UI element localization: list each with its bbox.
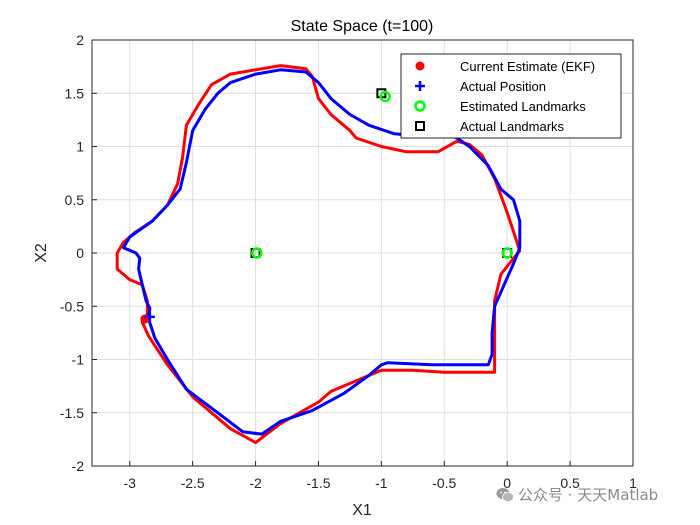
legend-marker-open-square bbox=[415, 121, 425, 131]
legend-entry-actual-position: Actual Position bbox=[415, 79, 546, 94]
x-tick-label: -3 bbox=[124, 475, 137, 491]
y-tick-label: 1 bbox=[76, 139, 84, 155]
y-tick-label: -0.5 bbox=[60, 298, 84, 314]
y-tick-label: -1 bbox=[72, 352, 85, 368]
x-tick-label: -2 bbox=[249, 475, 262, 491]
y-axis-label: X2 bbox=[33, 243, 50, 263]
actual-position-marker bbox=[144, 311, 155, 322]
x-tick-label: -0.5 bbox=[432, 475, 456, 491]
y-tick-label: 0.5 bbox=[65, 192, 85, 208]
watermark: 公众号 · 天天Matlab bbox=[496, 484, 658, 505]
x-tick-label: -1 bbox=[375, 475, 388, 491]
legend-label: Actual Position bbox=[460, 79, 546, 94]
y-tick-label: 0 bbox=[76, 245, 84, 261]
legend-entry-current-estimate: Current Estimate (EKF) bbox=[415, 59, 595, 74]
x-tick-label: 0.5 bbox=[560, 475, 580, 491]
watermark-text: 公众号 · 天天Matlab bbox=[518, 486, 659, 504]
legend-label: Actual Landmarks bbox=[460, 119, 565, 134]
ticks: -3 -2.5 -2 -1.5 -1 -0.5 0 0.5 1 -2 -1.5 -1 -0.5 0 0.5 1… bbox=[60, 32, 637, 491]
y-tick-label: 2 bbox=[76, 32, 84, 48]
legend-label: Estimated Landmarks bbox=[460, 99, 586, 114]
x-tick-label: -1.5 bbox=[306, 475, 330, 491]
legend-box bbox=[400, 53, 622, 139]
estimated-landmark-marker bbox=[501, 247, 513, 259]
x-tick-label: 0 bbox=[503, 475, 511, 491]
chart-title: State Space (t=100) bbox=[291, 18, 434, 35]
legend-entry-actual-landmarks: Actual Landmarks bbox=[415, 119, 565, 134]
wechat-bubble-icon bbox=[496, 487, 514, 502]
y-tick-label: -1.5 bbox=[60, 405, 84, 421]
legend-marker-open-circle bbox=[414, 100, 426, 112]
x-axis-label: X1 bbox=[352, 502, 372, 519]
x-tick-label: -2.5 bbox=[181, 475, 205, 491]
legend-entry-estimated-landmarks: Estimated Landmarks bbox=[414, 99, 586, 114]
legend-marker-plus bbox=[415, 81, 425, 91]
legend-label: Current Estimate (EKF) bbox=[460, 59, 595, 74]
markers-layer bbox=[140, 88, 513, 324]
x-tick-label: 1 bbox=[629, 475, 637, 491]
estimated-landmark-marker bbox=[251, 247, 263, 259]
legend: Current Estimate (EKF) Actual Position E… bbox=[400, 53, 622, 139]
legend-marker-filled-circle bbox=[415, 61, 425, 71]
y-tick-label: -2 bbox=[72, 458, 85, 474]
estimated-landmark-marker bbox=[379, 90, 391, 103]
y-tick-label: 1.5 bbox=[65, 85, 85, 101]
